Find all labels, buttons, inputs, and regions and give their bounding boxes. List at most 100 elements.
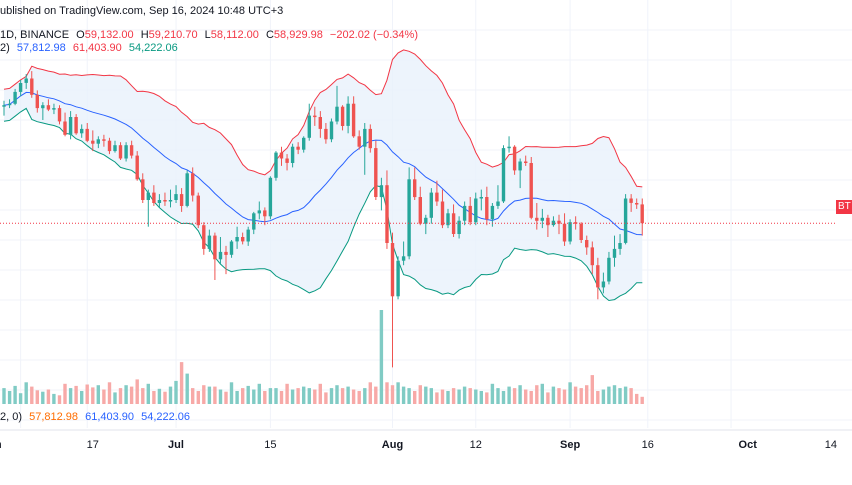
candle [80,124,84,138]
candle-body [246,229,250,242]
candle [346,96,350,134]
candle-body [196,195,200,226]
candle-body [429,192,433,218]
volume-bar [524,389,528,404]
candle-body [18,83,23,92]
candle-body [141,179,145,200]
volume-bar [429,388,433,404]
candle-body [618,243,622,249]
volume-bar [351,389,356,404]
candle [535,203,539,230]
last-price-badge: BT [836,200,852,214]
candle-body [585,240,589,248]
candle [396,256,400,300]
bollinger-legend[interactable]: 2) 57,812.98 61,403.90 54,222.06 [0,42,178,54]
volume-bar [174,380,178,404]
candle [146,189,150,227]
candle-body [268,177,273,217]
volume-bar [546,392,550,404]
candle-body [596,265,600,288]
candle-body [357,136,361,147]
candle-body [296,146,300,150]
time-axis[interactable]: n 17 Jul 15 Aug 12 Sep 16 Oct 14 [0,429,852,451]
candle-body [573,222,578,224]
candle-body [235,237,239,242]
candle-body [124,145,128,159]
candle-body [462,205,467,221]
candle [440,189,445,229]
candle [185,170,189,208]
candle [30,71,34,98]
volume-bar [374,386,378,404]
candle [13,88,17,106]
volume-bar [235,391,239,404]
volume-bar [274,388,278,404]
candle [524,155,528,166]
candle [329,118,334,143]
volume-bar [91,387,95,404]
candle [618,234,622,255]
volume-bar [246,385,250,404]
published-caption: ublished on TradingView.com, Sep 16, 202… [0,5,283,17]
candle [468,197,472,226]
candle [191,167,195,202]
volume-bar [623,386,628,404]
candle [562,213,567,246]
candle [218,237,223,264]
candle [96,136,100,149]
candle-body [96,139,100,144]
ohlc-legend[interactable]: 1D, BINANCE O59,132.00 H59,210.70 L58,11… [0,29,418,41]
volume-bar [507,386,511,404]
candle-body [474,198,478,223]
candle [368,124,372,153]
candle-body [446,213,450,226]
candle-body [229,241,234,255]
volume-legend[interactable]: 2, 0) 57,812.98 61,403.90 54,222.06 [0,411,190,423]
volume-bar [357,391,361,404]
candle-body [468,205,472,223]
candle-body [224,251,228,255]
candle [63,112,67,137]
volume-bar [63,383,67,404]
volume-bars [2,310,644,404]
candle-body [118,145,123,159]
volume-bar [135,379,139,404]
volume-bar [85,384,89,404]
volume-bar [640,396,644,404]
close-label: C [265,29,274,41]
volume-bar [535,385,539,404]
volume-bar [241,388,245,404]
candle-body [418,197,422,224]
candle [296,142,300,155]
candle-body [202,225,206,249]
candle-body [318,117,322,129]
volume-bar [451,388,456,404]
candle-body [2,105,6,107]
candle-body [407,179,411,257]
candle [607,251,611,285]
candle [479,189,483,211]
volume-bar [118,388,123,404]
candle [401,241,406,266]
volume-bar [302,386,306,404]
volume-bar [80,391,84,404]
volume-bar [529,391,533,404]
candle-body [57,108,62,122]
time-axis-label: 16 [642,439,654,451]
volume-bar [363,388,367,404]
volume-bar [107,382,112,404]
candle-body [7,103,12,106]
candle [268,176,273,220]
candle [179,188,184,212]
candle [18,80,23,97]
volume-bar [218,389,223,404]
candle-body [263,210,267,217]
candle-body [63,121,67,135]
candle-body [113,145,117,152]
volume-bar [213,386,217,404]
candle [629,194,633,212]
candle [52,103,56,115]
candle-body [413,179,417,198]
volume-bar [263,391,267,404]
